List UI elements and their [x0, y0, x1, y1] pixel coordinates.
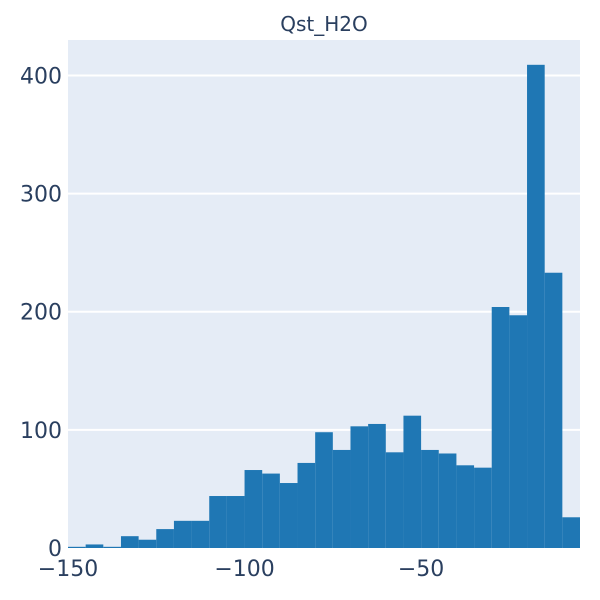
y-tick-label-3: 300 [20, 183, 62, 208]
histogram-bar-2 [103, 546, 121, 548]
histogram-bar-10 [244, 470, 263, 548]
histogram-bar-0 [68, 546, 86, 548]
histogram-bar-5 [156, 529, 174, 548]
histogram-bar-28 [562, 517, 580, 548]
histogram-bar-7 [191, 520, 210, 548]
histogram-bar-21 [438, 453, 457, 548]
histogram-bar-17 [368, 423, 386, 548]
y-tick-label-2: 200 [20, 301, 62, 326]
histogram-bar-4 [138, 539, 157, 548]
histogram-bar-16 [350, 426, 369, 548]
histogram-bar-9 [226, 496, 245, 548]
x-tick-label-2: −50 [398, 557, 444, 582]
histogram-bar-8 [209, 496, 227, 548]
y-tick-label-1: 100 [20, 419, 62, 444]
chart-title: Qst_H2O [280, 12, 368, 36]
y-axis-ticks: 0 100 200 300 400 [20, 64, 62, 562]
histogram-bar-22 [456, 465, 475, 548]
histogram-bar-19 [403, 415, 422, 548]
histogram-bar-14 [315, 432, 333, 548]
histogram-bar-6 [173, 520, 192, 548]
histogram-bar-26 [527, 64, 545, 549]
histogram-bar-27 [544, 272, 563, 548]
y-tick-label-4: 400 [20, 64, 62, 89]
x-tick-label-1: −100 [214, 557, 274, 582]
histogram-bar-24 [491, 306, 510, 548]
histogram-bar-20 [421, 449, 439, 548]
x-axis-ticks: −150 −100 −50 [38, 557, 445, 582]
histogram-bar-25 [509, 315, 528, 548]
histogram-bar-11 [262, 473, 280, 548]
histogram-bar-15 [332, 449, 351, 548]
y-tick-label-0: 0 [48, 537, 62, 562]
histogram-bar-12 [279, 483, 298, 548]
x-tick-label-0: −150 [38, 557, 98, 582]
histogram-bar-3 [120, 536, 139, 548]
histogram-bar-23 [474, 467, 492, 548]
histogram-bars [68, 64, 580, 549]
histogram-bar-1 [85, 544, 104, 548]
histogram-bar-18 [385, 452, 404, 548]
histogram-bar-13 [297, 462, 316, 548]
